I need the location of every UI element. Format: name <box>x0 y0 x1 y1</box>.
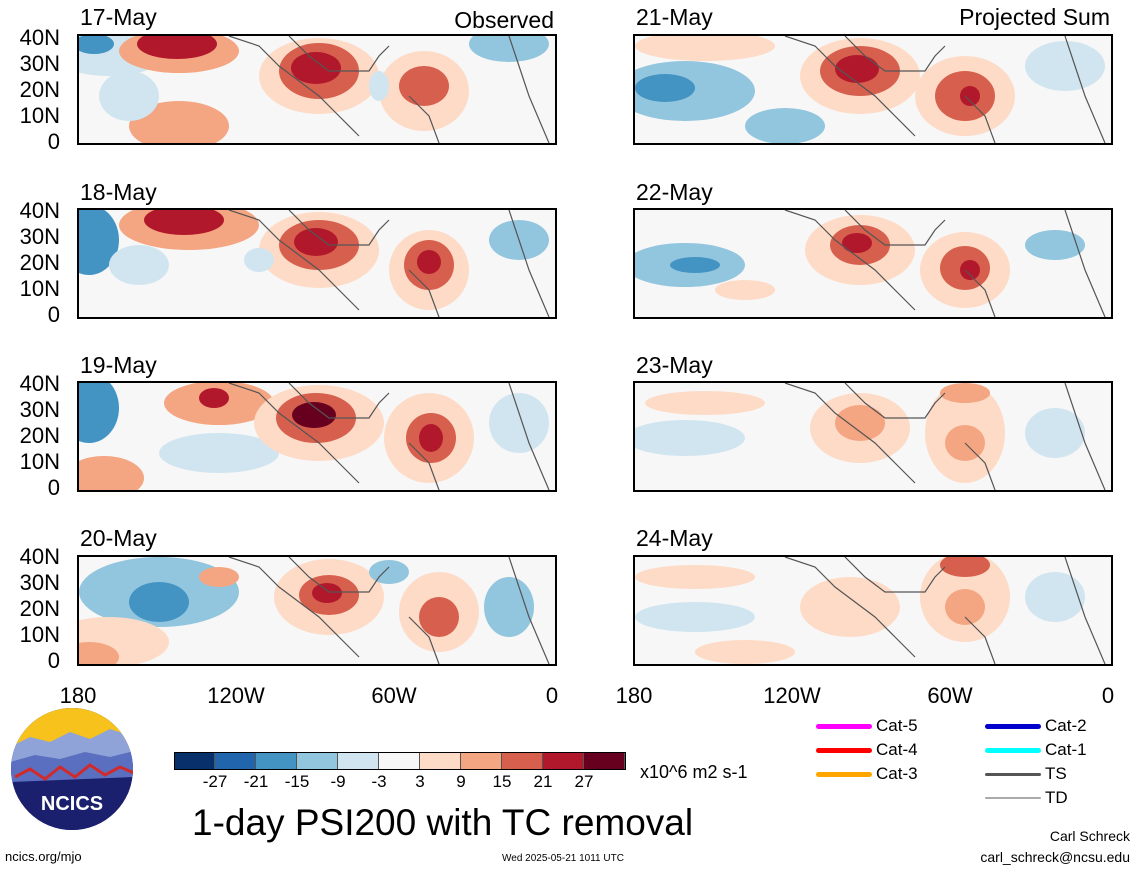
observed-label: Observed <box>454 7 554 33</box>
map-panel-observed-2 <box>77 208 557 319</box>
lat-label: 40N <box>19 25 60 50</box>
colorbar-cell <box>420 752 461 770</box>
colorbar-cell <box>461 752 502 770</box>
colorbar-units: x10^6 m2 s-1 <box>640 762 748 782</box>
lat-label: 30N <box>19 51 60 76</box>
lat-label: 0 <box>47 302 60 327</box>
lon-label: 0 <box>1101 683 1115 708</box>
colorbar-cell <box>584 752 625 770</box>
lat-label: 20N <box>19 77 60 102</box>
legend-label: TD <box>1045 788 1068 807</box>
panel-date-label: 20-May <box>80 525 157 551</box>
lat-label: 0 <box>47 648 60 673</box>
colorbar-label: 27 <box>574 772 594 791</box>
lat-label: 40N <box>19 371 60 396</box>
map-panel-projected-2 <box>633 208 1113 319</box>
lat-label: 10N <box>19 276 60 301</box>
ncics-logo: NCICS <box>10 707 134 831</box>
lon-label: 180 <box>59 683 97 708</box>
lat-label: 20N <box>19 596 60 621</box>
lat-label: 30N <box>19 397 60 422</box>
footer-author: Carl Schreck <box>1049 828 1130 844</box>
legend-label: TS <box>1045 764 1067 783</box>
lat-label: 20N <box>19 250 60 275</box>
map-panel-observed-4 <box>77 555 557 666</box>
legend-label: Cat-5 <box>876 716 918 735</box>
colorbar-cell <box>338 752 379 770</box>
lon-label: 120W <box>207 683 265 708</box>
colorbar-label: 9 <box>456 772 466 791</box>
projected-sum-label: Projected Sum <box>959 4 1110 30</box>
lat-label: 40N <box>19 544 60 569</box>
colorbar-label: 15 <box>492 772 512 791</box>
map-panel-projected-4 <box>633 555 1113 666</box>
lat-label: 30N <box>19 570 60 595</box>
colorbar-label: -21 <box>243 772 269 791</box>
colorbar-cell <box>543 752 584 770</box>
map-panel-projected-3 <box>633 381 1113 492</box>
lat-label: 20N <box>19 423 60 448</box>
map-panel-observed-3 <box>77 381 557 492</box>
colorbar-cell <box>297 752 338 770</box>
colorbar-cell <box>174 752 215 770</box>
colorbar-cell <box>379 752 420 770</box>
lat-label: 10N <box>19 622 60 647</box>
footer-timestamp: Wed 2025-05-21 1011 UTC <box>502 853 624 864</box>
panel-date-label: 22-May <box>636 179 713 205</box>
map-panel-projected-1 <box>633 34 1113 145</box>
colorbar-cell <box>215 752 256 770</box>
lat-label: 40N <box>19 198 60 223</box>
lat-label: 0 <box>47 475 60 500</box>
lat-label: 30N <box>19 224 60 249</box>
legend-swatch <box>816 748 872 753</box>
colorbar-label: 21 <box>533 772 553 791</box>
map-panel-observed-1 <box>77 34 557 145</box>
panel-date-label: 23-May <box>636 352 713 378</box>
colorbar-cell <box>256 752 297 770</box>
lon-label: 180 <box>615 683 653 708</box>
legend-swatch <box>985 797 1041 799</box>
colorbar-label: 3 <box>415 772 425 791</box>
lat-label: 10N <box>19 449 60 474</box>
lon-label: 0 <box>545 683 559 708</box>
legend-label: Cat-2 <box>1045 716 1087 735</box>
colorbar-cell <box>502 752 543 770</box>
lat-label: 10N <box>19 103 60 128</box>
footer-email: carl_schreck@ncsu.edu <box>980 849 1130 865</box>
legend-label: Cat-4 <box>876 740 918 759</box>
panel-date-label: 24-May <box>636 525 713 551</box>
legend-label: Cat-1 <box>1045 740 1087 759</box>
lon-label: 60W <box>927 683 973 708</box>
panel-date-label: 19-May <box>80 352 157 378</box>
lon-label: 60W <box>371 683 417 708</box>
lat-label: 0 <box>47 129 60 154</box>
colorbar-frame <box>174 752 626 770</box>
legend-swatch <box>985 773 1041 776</box>
legend-swatch <box>985 724 1041 729</box>
colorbar-label: -27 <box>202 772 228 791</box>
legend-swatch <box>816 724 872 729</box>
legend-swatch <box>816 772 872 777</box>
colorbar-label: -15 <box>284 772 310 791</box>
footer-url: ncics.org/mjo <box>5 849 82 864</box>
colorbar-label: -3 <box>371 772 387 791</box>
legend-label: Cat-3 <box>876 764 918 783</box>
main-title: 1-day PSI200 with TC removal <box>192 802 694 843</box>
lon-label: 120W <box>763 683 821 708</box>
logo-text: NCICS <box>41 793 103 815</box>
colorbar-label: -9 <box>330 772 346 791</box>
panel-date-label: 18-May <box>80 179 157 205</box>
legend-swatch <box>985 748 1041 753</box>
panel-date-label: 17-May <box>80 4 157 30</box>
panel-date-label: 21-May <box>636 4 713 30</box>
